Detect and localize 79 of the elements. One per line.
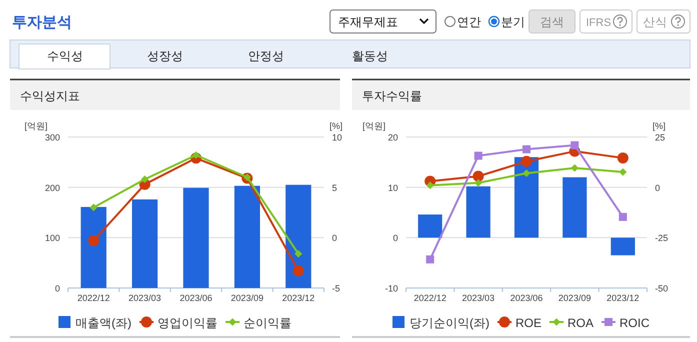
bar — [610, 238, 635, 256]
y2-tick-label: 10 — [332, 132, 342, 142]
y2-tick-label: -25 — [655, 233, 668, 244]
x-tick-label: 2023/09 — [558, 293, 591, 303]
text: 투자분석 — [12, 14, 72, 31]
point — [426, 255, 434, 264]
y-axis-title: [억원] — [24, 121, 48, 131]
point — [570, 141, 579, 150]
text: 검색 — [540, 15, 564, 29]
y2-tick-label: -50 — [655, 284, 668, 294]
bar — [562, 177, 587, 238]
text: 수익성 — [47, 49, 83, 63]
text: IFRS — [586, 17, 612, 29]
point — [90, 204, 98, 212]
x-tick-label: 2023/12 — [606, 293, 640, 303]
point — [292, 265, 304, 276]
y-tick-label: 100 — [44, 233, 60, 244]
point — [521, 156, 532, 167]
y-tick-label: 0 — [392, 233, 398, 244]
y-tick-label: 0 — [54, 284, 60, 294]
text: 산식 — [643, 15, 667, 29]
legend-label: 순이익률 — [244, 316, 292, 330]
point — [617, 152, 628, 164]
x-tick-label: 2023/03 — [128, 293, 162, 303]
y-tick-label: -10 — [384, 284, 398, 294]
legend-label: ROA — [568, 316, 594, 330]
y2-axis-title: [%] — [329, 121, 343, 131]
legend-label: 당기순이익(좌) — [409, 316, 490, 330]
text: 활동성 — [352, 49, 388, 63]
x-tick-label: 2022/12 — [77, 293, 110, 303]
text: 주재무제표 — [338, 15, 398, 29]
y-tick-label: 20 — [388, 132, 398, 142]
y2-tick-label: 0 — [332, 233, 338, 244]
bar — [466, 186, 490, 238]
bar — [80, 206, 106, 288]
point — [474, 179, 482, 187]
x-tick-label: 2023/03 — [462, 293, 495, 303]
point — [570, 164, 578, 172]
legend-label: 매출액(좌) — [76, 316, 132, 330]
point — [88, 235, 100, 246]
legend-label: 영업이익률 — [158, 316, 218, 330]
y-axis-title: [억원] — [362, 121, 386, 131]
bar — [514, 157, 539, 238]
text: 안정성 — [248, 49, 284, 63]
point — [474, 152, 482, 160]
y2-tick-label: -5 — [332, 284, 340, 294]
point — [619, 168, 627, 176]
point — [141, 175, 149, 184]
y2-tick-label: 0 — [655, 182, 660, 193]
point — [618, 212, 627, 221]
y2-tick-label: 5 — [332, 182, 338, 193]
point — [522, 169, 530, 178]
bar — [286, 184, 312, 288]
text: 분기 — [501, 15, 525, 29]
y2-axis-title: [%] — [652, 121, 666, 131]
point — [426, 182, 434, 190]
point — [294, 250, 302, 258]
chart-title: 수익성지표 — [20, 89, 80, 103]
y-tick-label: 300 — [44, 132, 60, 142]
y2-tick-label: 25 — [655, 132, 666, 142]
bar — [183, 188, 209, 288]
point — [522, 145, 530, 154]
point — [472, 170, 484, 182]
x-tick-label: 2023/06 — [180, 293, 212, 303]
bar — [234, 186, 260, 288]
x-tick-label: 2023/12 — [282, 293, 315, 303]
y-tick-label: 10 — [388, 182, 398, 193]
bar — [418, 214, 442, 238]
text: 성장성 — [147, 49, 183, 63]
x-tick-label: 2023/06 — [510, 293, 543, 303]
legend-label: ROE — [515, 316, 542, 330]
point — [243, 173, 251, 182]
y-tick-label: 200 — [44, 182, 60, 193]
text: 연간 — [457, 15, 481, 29]
x-tick-label: 2022/12 — [414, 293, 446, 303]
bar — [132, 199, 158, 288]
x-tick-label: 2023/09 — [230, 293, 264, 303]
chart-title: 투자수익률 — [362, 89, 422, 103]
legend-label: ROIC — [620, 316, 650, 330]
